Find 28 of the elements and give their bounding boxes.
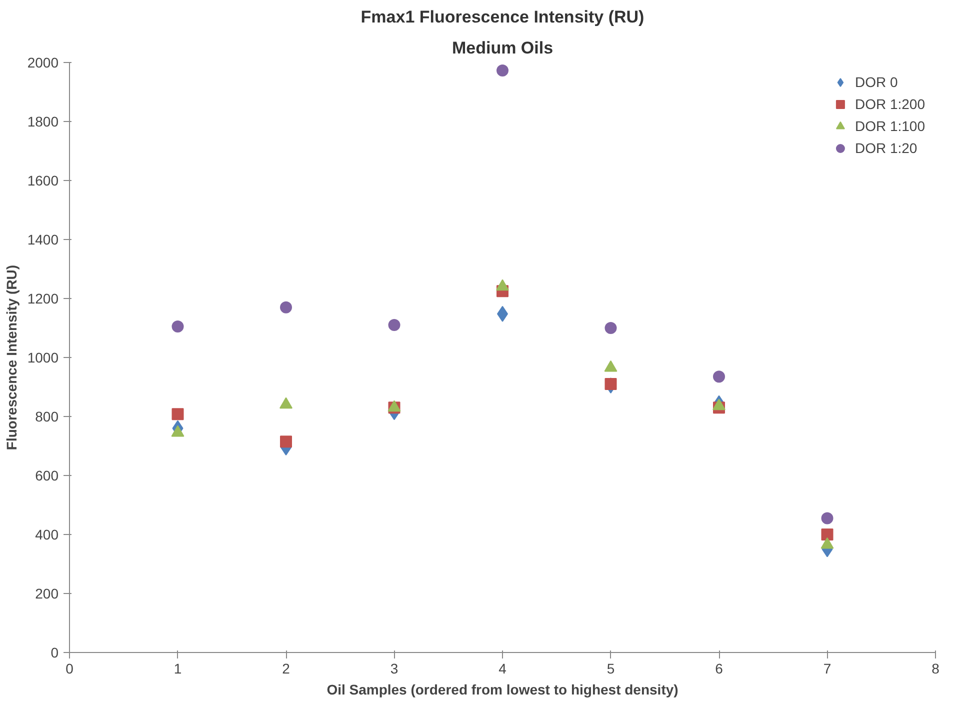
y-tick-label: 800 bbox=[35, 408, 59, 424]
x-tick-label: 6 bbox=[715, 660, 724, 676]
y-tick-label: 200 bbox=[35, 586, 59, 602]
y-tick-label: 400 bbox=[35, 526, 59, 542]
chart-title: Fmax1 Fluorescence Intensity (RU) bbox=[360, 8, 644, 26]
x-axis-title: Oil Samples (ordered from lowest to highest density) bbox=[326, 682, 678, 698]
y-tick-label: 0 bbox=[50, 644, 59, 660]
legend-label: DOR 0 bbox=[854, 74, 898, 90]
y-tick-label: 2000 bbox=[27, 54, 59, 70]
legend-label: DOR 1:100 bbox=[854, 118, 925, 134]
x-tick-label: 0 bbox=[66, 660, 74, 676]
x-tick-label: 3 bbox=[390, 660, 398, 676]
chart-subtitle: Medium Oils bbox=[452, 38, 554, 58]
x-tick-label: 1 bbox=[174, 660, 182, 676]
y-tick-label: 600 bbox=[35, 468, 59, 484]
x-tick-label: 7 bbox=[823, 660, 832, 676]
y-tick-label: 1600 bbox=[27, 172, 59, 188]
y-tick-label: 1000 bbox=[27, 350, 59, 366]
x-tick-label: 8 bbox=[932, 660, 940, 676]
legend-label: DOR 1:20 bbox=[854, 140, 918, 156]
y-axis-title: Fluorescence Intensity (RU) bbox=[3, 264, 20, 450]
x-tick-label: 4 bbox=[498, 660, 507, 676]
x-tick-label: 2 bbox=[282, 660, 290, 676]
x-tick-label: 5 bbox=[606, 660, 615, 676]
legend-label: DOR 1:200 bbox=[854, 96, 925, 112]
y-tick-label: 1200 bbox=[27, 290, 59, 306]
y-tick-label: 1800 bbox=[27, 114, 59, 130]
y-tick-label: 1400 bbox=[27, 232, 59, 248]
